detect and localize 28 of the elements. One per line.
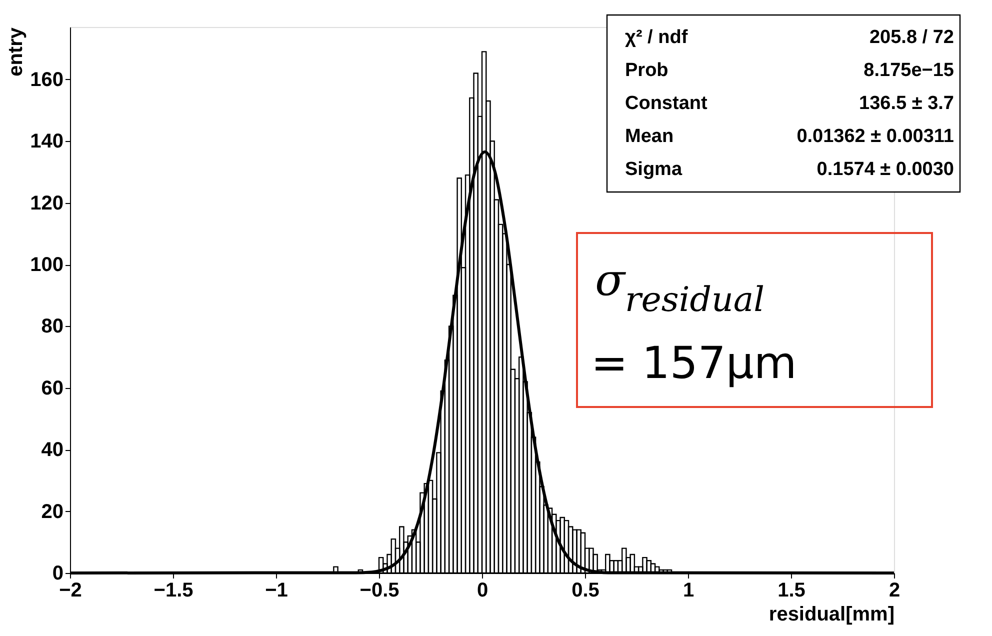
annotation: Constant: [625, 93, 708, 114]
annotation: 8.175e−15: [864, 60, 954, 81]
annotation: Prob: [625, 60, 668, 81]
y-tick-label: 100: [30, 254, 64, 276]
x-tick-label: 0.5: [572, 580, 600, 602]
y-tick-label: 140: [30, 130, 64, 153]
x-tick-label: −1.5: [154, 580, 194, 602]
annotation: Mean: [625, 126, 674, 147]
y-tick-label: 40: [41, 439, 64, 462]
y-tick-label: 20: [41, 500, 64, 523]
y-tick-label: 60: [41, 377, 64, 400]
y-tick-label: 160: [30, 68, 64, 91]
x-tick-label: 2: [888, 580, 900, 602]
x-tick-label: −1: [265, 580, 288, 602]
annotation: χ² / ndf: [625, 27, 688, 48]
x-axis-title: residual[mm]: [768, 604, 894, 626]
y-tick-label: 80: [41, 316, 64, 338]
x-tick-label: −0.5: [360, 580, 400, 602]
annotation: 0.01362 ± 0.00311: [796, 126, 954, 147]
x-tick-label: 1.5: [778, 580, 806, 602]
annotation: 136.5 ± 3.7: [859, 93, 954, 114]
x-tick-label: 1: [682, 580, 694, 602]
annotation: 205.8 / 72: [869, 27, 954, 48]
annotation: 0.1574 ± 0.0030: [816, 159, 954, 180]
y-tick-label: 120: [30, 192, 64, 214]
y-axis-title: entry: [5, 26, 28, 76]
x-tick-label: 0: [476, 580, 488, 602]
annotation: Sigma: [625, 159, 682, 180]
